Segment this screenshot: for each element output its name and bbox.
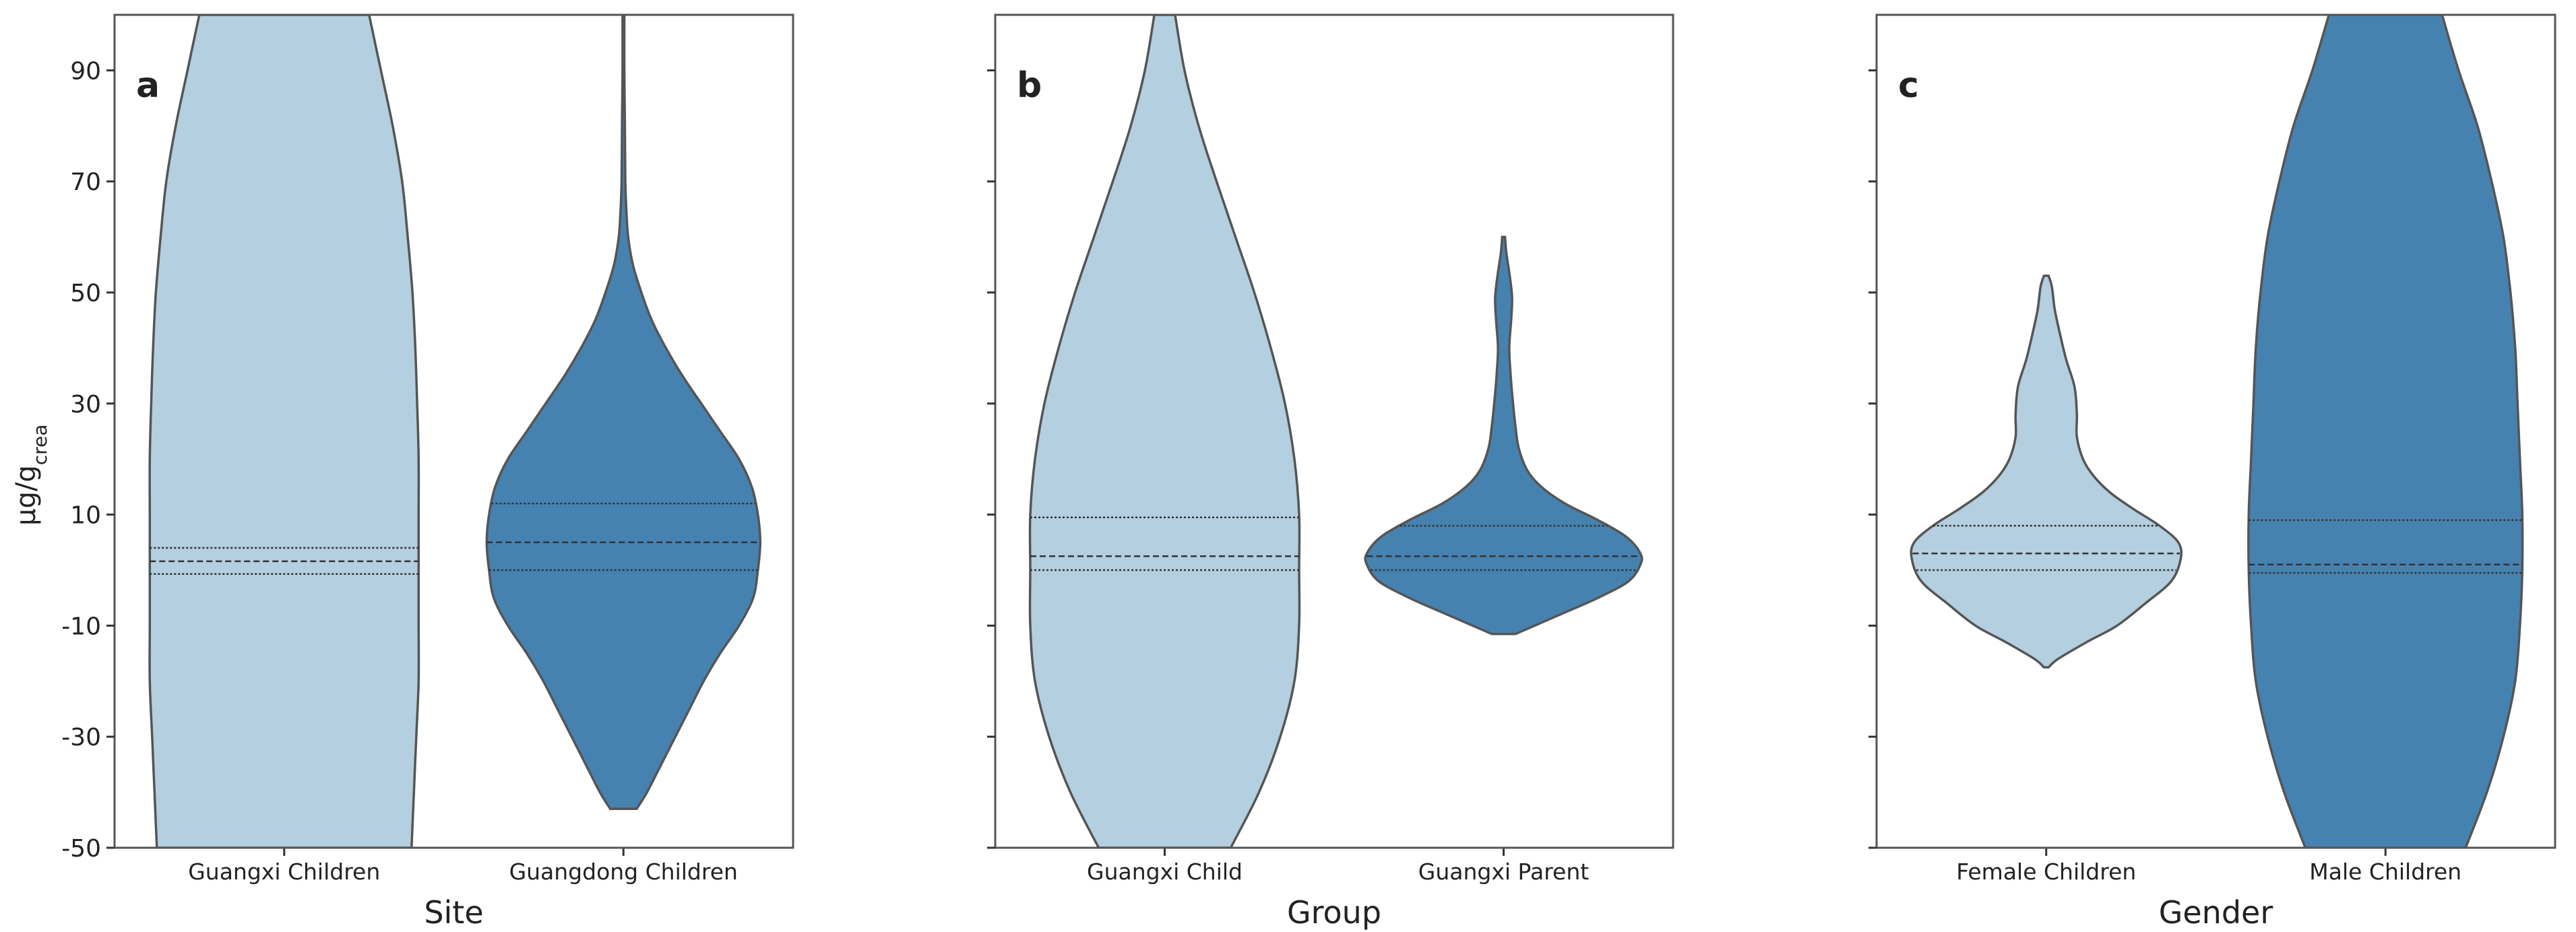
y-tick-label: -10 (61, 613, 101, 640)
panel-frame (1875, 13, 2556, 849)
violin-1 (148, 15, 420, 848)
x-tick-label: Guangxi Child (1087, 859, 1243, 885)
y-tick-label: -30 (61, 724, 101, 751)
panel-letter: a (136, 65, 160, 106)
y-axis-label-main: μg/gcrea (11, 425, 51, 526)
panels-layer: Guangxi Children Guangdong Children -50 -30… (61, 13, 2556, 931)
panel-a: Guangxi Children Guangdong Children -50 -30… (61, 13, 794, 931)
y-axis-label-sub: crea (29, 425, 51, 466)
y-axis-title: μg/gcrea (11, 425, 51, 526)
violin-2 (485, 15, 762, 811)
y-tick-label: 70 (70, 168, 101, 196)
y-tick-label: 50 (70, 280, 101, 307)
x-tick-label: Guangxi Children (188, 859, 380, 885)
x-tick-label: Guangdong Children (509, 859, 738, 885)
violins-group (1028, 15, 1643, 848)
x-tick-label: Female Children (1956, 859, 2136, 885)
violin-2 (2247, 15, 2524, 848)
x-axis-title: Group (1287, 894, 1381, 931)
panel-frame (994, 13, 1674, 849)
violin-2 (1364, 235, 1643, 635)
y-tick-label: 30 (70, 391, 101, 418)
violins-group (148, 15, 762, 848)
x-tick-label: Guangxi Parent (1418, 859, 1589, 885)
y-tick-label: -50 (61, 835, 101, 863)
x-axis-title: Site (424, 894, 483, 931)
panel-letter: b (1017, 65, 1042, 106)
x-axis-title: Gender (2159, 894, 2273, 931)
panel-letter: c (1898, 65, 1919, 106)
panel-frame (113, 13, 794, 849)
violin-1 (1028, 15, 1301, 848)
violin-1 (1910, 274, 2183, 669)
y-tick-label: 90 (70, 57, 101, 85)
y-tick-label: 10 (70, 502, 101, 530)
x-tick-label: Male Children (2309, 859, 2461, 885)
panel-b: Guangxi Child Guangxi Parent b Group (987, 13, 1674, 931)
panel-c: Female Children Male Children c Gender (1868, 13, 2556, 931)
violins-group (1910, 15, 2524, 848)
